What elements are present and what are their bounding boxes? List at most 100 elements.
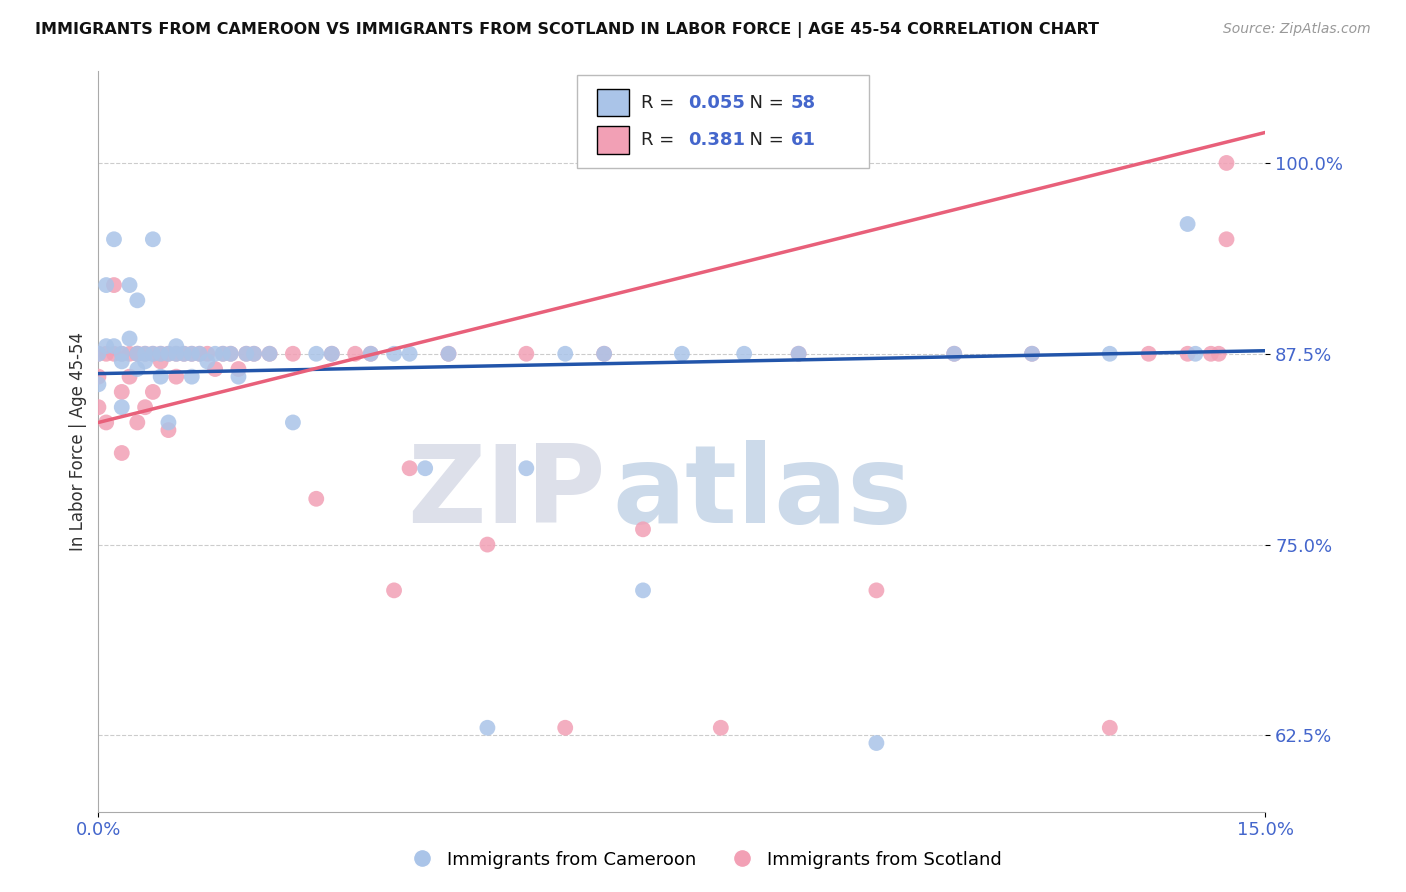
- Point: [1021, 347, 1043, 361]
- Point: [515, 347, 537, 361]
- Point: [1184, 347, 1206, 361]
- Point: [142, 232, 165, 246]
- Point: [204, 362, 226, 376]
- Point: [188, 347, 211, 361]
- Point: [631, 522, 654, 536]
- Point: [1177, 217, 1199, 231]
- Point: [235, 347, 257, 361]
- Point: [943, 347, 966, 361]
- Point: [1098, 721, 1121, 735]
- Point: [1215, 232, 1237, 246]
- Point: [87, 369, 110, 384]
- Point: [305, 347, 328, 361]
- Point: [127, 362, 149, 376]
- Point: [149, 347, 172, 361]
- Point: [219, 347, 242, 361]
- Point: [142, 347, 165, 361]
- Point: [127, 347, 149, 361]
- Text: N =: N =: [738, 131, 789, 149]
- Point: [118, 331, 141, 345]
- Point: [554, 721, 576, 735]
- Point: [134, 354, 156, 368]
- Point: [243, 347, 266, 361]
- Text: N =: N =: [738, 94, 789, 112]
- Point: [515, 461, 537, 475]
- Point: [111, 400, 134, 414]
- Point: [103, 232, 125, 246]
- Point: [127, 347, 149, 361]
- Point: [173, 347, 195, 361]
- Point: [111, 347, 134, 361]
- Point: [477, 538, 499, 552]
- Point: [111, 354, 134, 368]
- Point: [437, 347, 460, 361]
- Point: [118, 347, 141, 361]
- Point: [118, 369, 141, 384]
- Text: R =: R =: [641, 94, 681, 112]
- Point: [157, 347, 180, 361]
- Point: [118, 278, 141, 293]
- Point: [111, 384, 134, 399]
- Point: [228, 369, 250, 384]
- Point: [1137, 347, 1160, 361]
- Point: [593, 347, 616, 361]
- Point: [787, 347, 810, 361]
- Point: [87, 400, 110, 414]
- Point: [87, 377, 110, 392]
- Point: [204, 347, 226, 361]
- Point: [180, 347, 202, 361]
- Point: [865, 583, 887, 598]
- Point: [212, 347, 235, 361]
- Point: [180, 369, 202, 384]
- Point: [87, 347, 110, 361]
- Point: [157, 423, 180, 437]
- Point: [127, 416, 149, 430]
- Point: [149, 354, 172, 368]
- Point: [733, 347, 755, 361]
- Point: [1215, 156, 1237, 170]
- Point: [259, 347, 281, 361]
- Point: [554, 347, 576, 361]
- Point: [243, 347, 266, 361]
- Point: [305, 491, 328, 506]
- Point: [127, 293, 149, 308]
- Point: [321, 347, 343, 361]
- Point: [165, 339, 187, 353]
- Point: [477, 721, 499, 735]
- Point: [96, 416, 118, 430]
- Point: [437, 347, 460, 361]
- Point: [103, 278, 125, 293]
- Y-axis label: In Labor Force | Age 45-54: In Labor Force | Age 45-54: [69, 332, 87, 551]
- Point: [593, 347, 616, 361]
- Point: [360, 347, 382, 361]
- Point: [165, 347, 187, 361]
- Point: [398, 461, 420, 475]
- Point: [1098, 347, 1121, 361]
- Text: R =: R =: [641, 131, 681, 149]
- Point: [149, 347, 172, 361]
- Point: [149, 369, 172, 384]
- Text: 58: 58: [790, 94, 815, 112]
- Point: [96, 347, 118, 361]
- Point: [195, 354, 218, 368]
- FancyBboxPatch shape: [576, 75, 869, 168]
- Point: [219, 347, 242, 361]
- Point: [96, 278, 118, 293]
- Point: [281, 347, 304, 361]
- Point: [228, 362, 250, 376]
- Point: [165, 347, 187, 361]
- Point: [188, 347, 211, 361]
- Point: [710, 721, 733, 735]
- Point: [1177, 347, 1199, 361]
- Text: ZIP: ZIP: [408, 441, 606, 547]
- Point: [1021, 347, 1043, 361]
- Point: [281, 416, 304, 430]
- Point: [631, 583, 654, 598]
- Point: [321, 347, 343, 361]
- Text: 61: 61: [790, 131, 815, 149]
- Point: [344, 347, 367, 361]
- Point: [134, 347, 156, 361]
- Point: [142, 347, 165, 361]
- Point: [96, 339, 118, 353]
- Point: [787, 347, 810, 361]
